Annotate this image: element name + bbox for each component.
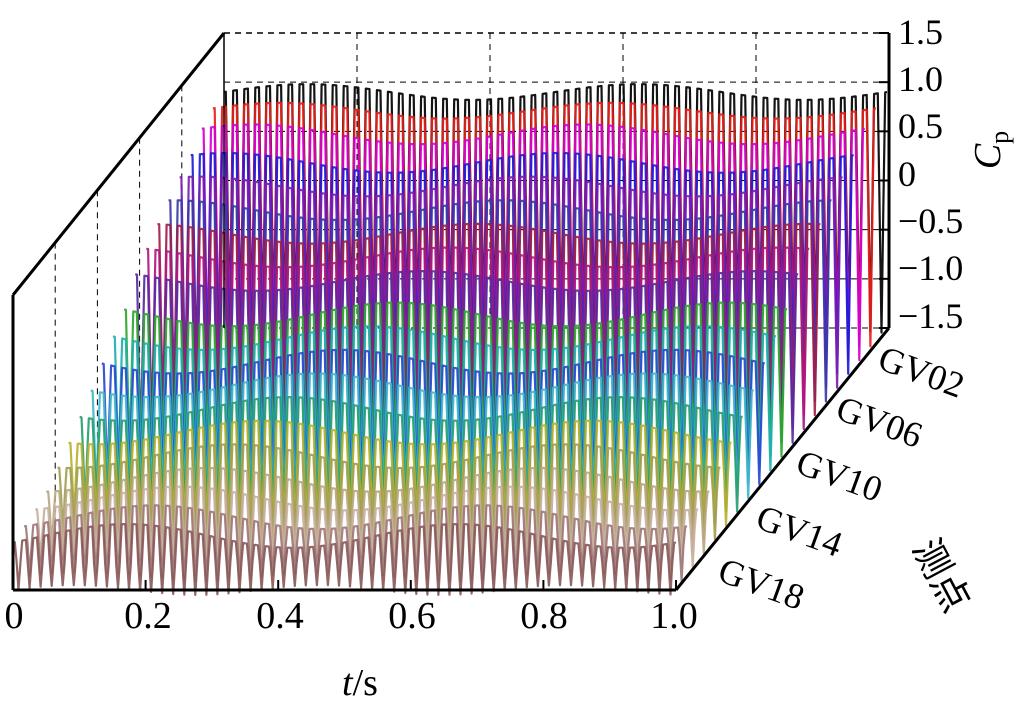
series-line-GV01 (223, 83, 888, 334)
z-tick-label: −1.0 (898, 248, 963, 288)
x-tick-label: 0.2 (124, 595, 172, 637)
series-line-GV08 (146, 246, 810, 431)
z-tick-label: −0.5 (898, 201, 963, 241)
x-axis-var: t (342, 662, 354, 704)
z-tick-labels: 1.5 1.0 0.5 0 −0.5 −1.0 −1.5 (898, 12, 963, 336)
series-line-GV15 (68, 419, 732, 528)
x-tick-label: 0.8 (520, 595, 568, 637)
z-tick-label: 1.0 (898, 59, 943, 99)
z-tick-label: 0 (898, 154, 916, 194)
series-line-GV02 (212, 101, 877, 348)
y-tick-label: GV14 (751, 497, 847, 565)
series-line-GV20 (12, 522, 677, 597)
series-line-GV16 (57, 443, 721, 541)
series-line-GV14 (79, 396, 743, 514)
x-tick-label: 0 (5, 595, 24, 637)
x-tick-labels: 0 0.2 0.4 0.6 0.8 1.0 (5, 595, 698, 637)
svg-text:测点: 测点 (904, 533, 977, 620)
z-axis-sub: p (985, 131, 1014, 144)
series-line-GV18 (35, 485, 699, 569)
y-axis-line (674, 327, 891, 591)
x-tick-label: 0.4 (256, 595, 304, 637)
y-axis-title: 测点 (904, 533, 977, 620)
z-axis-var: C (967, 143, 1009, 169)
y-tick-label: GV10 (791, 442, 887, 510)
left-top-edge (11, 32, 226, 296)
axes-frame (11, 32, 891, 592)
z-axis-title: Cp (967, 131, 1014, 169)
series-line-GV17 (46, 466, 710, 555)
z-tick-label: 1.5 (898, 12, 943, 52)
x-axis-unit: /s (353, 662, 378, 704)
series-line-GV13 (90, 372, 754, 500)
series-line-GV11 (112, 325, 777, 472)
y-tick-label: GV02 (873, 338, 969, 406)
svg-text:Cp: Cp (967, 131, 1014, 169)
y-tick-label: GV18 (713, 550, 809, 618)
series-line-GV03 (201, 123, 865, 362)
series-line-GV07 (157, 222, 821, 417)
series-line-GV10 (123, 301, 788, 459)
series-line-GV12 (101, 348, 766, 486)
series-line-GV09 (135, 270, 799, 445)
series-line-GV06 (168, 199, 832, 403)
series-line-GV19 (23, 504, 688, 583)
x-axis-title: t/s (342, 662, 378, 704)
z-tick-label: −1.5 (898, 296, 963, 336)
x-tick-label: 0.6 (388, 595, 436, 637)
x-tick-label: 1.0 (650, 595, 698, 637)
series-layer (12, 83, 888, 597)
y-tick-label: GV06 (831, 388, 927, 456)
series-line-GV04 (190, 151, 854, 376)
z-tick-label: 0.5 (898, 106, 943, 146)
series-line-GV05 (179, 175, 843, 390)
